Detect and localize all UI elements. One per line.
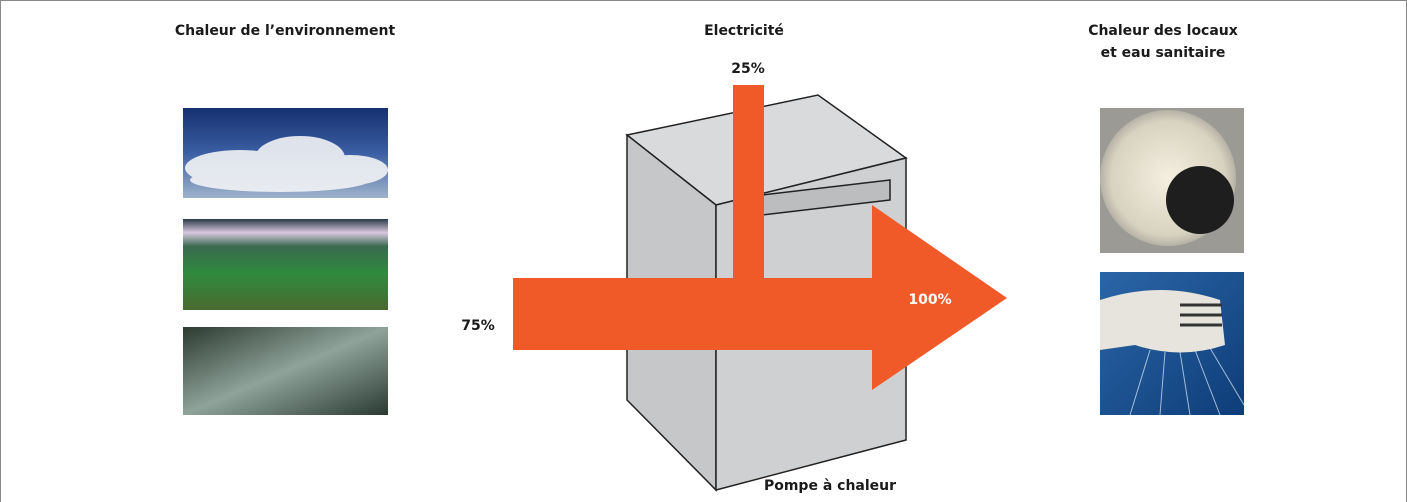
shower-head [1100,290,1225,353]
photo-meadow [183,219,388,310]
photos-output [1100,108,1244,415]
heading-environment: Chaleur de l’environnement [175,23,396,39]
page: Chaleur de l’environnement Electricité C… [0,0,1407,502]
photo-water [183,327,388,415]
photos-environment [183,108,388,415]
thermostat-dial [1166,166,1234,234]
diagram: Chaleur de l’environnement Electricité C… [0,0,1407,502]
energy-arrow [513,85,1007,390]
heading-output: et eau sanitaire [1101,45,1226,61]
percent-electricity: 25% [731,61,765,77]
heading-output: Chaleur des locaux [1088,23,1238,39]
heading-electricity: Electricité [704,23,784,39]
percent-environment: 75% [461,318,495,334]
percent-total: 100% [908,292,951,308]
device-label: Pompe à chaleur [764,478,896,494]
